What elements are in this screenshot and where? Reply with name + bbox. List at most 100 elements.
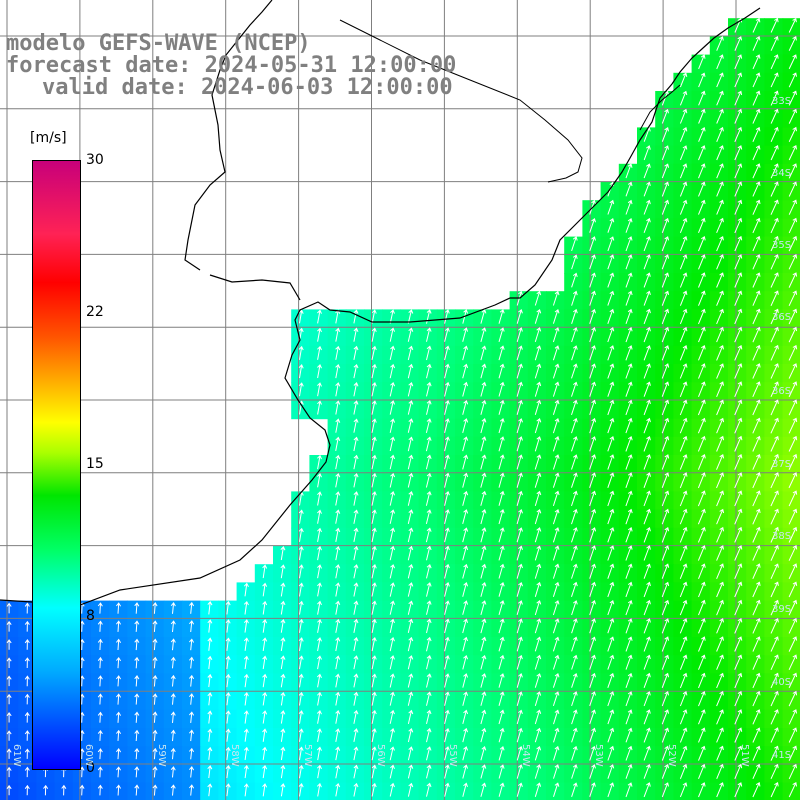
wind-arrow bbox=[661, 654, 670, 670]
wind-arrow bbox=[625, 709, 633, 725]
wind-arrow bbox=[462, 327, 469, 342]
wind-arrow bbox=[207, 637, 213, 651]
wind-arrow bbox=[552, 581, 560, 597]
wind-arrow bbox=[97, 602, 103, 614]
wind-arrow bbox=[498, 309, 505, 324]
wind-arrow bbox=[770, 508, 779, 525]
wind-arrow bbox=[607, 618, 615, 634]
wind-arrow bbox=[498, 381, 505, 397]
wind-arrow bbox=[207, 655, 213, 669]
wind-arrow bbox=[734, 326, 743, 343]
wind-arrow bbox=[407, 545, 414, 561]
wind-arrow bbox=[134, 729, 140, 742]
wind-arrow bbox=[426, 545, 432, 561]
wind-arrow bbox=[716, 235, 724, 252]
wind-arrow bbox=[716, 526, 725, 543]
wind-arrow bbox=[353, 491, 359, 506]
wind-arrow bbox=[607, 454, 615, 470]
wind-arrow bbox=[407, 582, 414, 597]
wind-arrow bbox=[407, 600, 414, 615]
wind-arrow bbox=[607, 782, 615, 798]
wind-arrow bbox=[335, 509, 341, 524]
wind-arrow bbox=[444, 527, 450, 543]
wind-arrow bbox=[407, 509, 414, 525]
wind-arrow bbox=[788, 126, 797, 143]
wind-arrow bbox=[734, 435, 743, 452]
wind-arrow bbox=[625, 363, 633, 379]
wind-arrow bbox=[788, 326, 798, 343]
wind-arrow bbox=[534, 363, 542, 379]
wind-arrow bbox=[225, 765, 231, 779]
wind-arrow bbox=[571, 636, 578, 652]
wind-arrow bbox=[480, 782, 487, 797]
wind-arrow bbox=[752, 254, 761, 270]
wind-arrow bbox=[698, 235, 706, 252]
wind-arrow bbox=[752, 563, 761, 580]
wind-arrow bbox=[170, 766, 176, 778]
wind-arrow bbox=[152, 638, 158, 651]
wind-arrow bbox=[716, 381, 724, 397]
wind-arrow bbox=[770, 709, 779, 725]
wind-arrow bbox=[498, 472, 505, 488]
wind-arrow bbox=[225, 783, 231, 797]
wind-arrow bbox=[752, 709, 761, 725]
wind-arrow bbox=[335, 691, 341, 706]
wind-arrow bbox=[371, 618, 377, 633]
wind-arrow bbox=[407, 400, 414, 415]
wind-arrow bbox=[679, 363, 688, 379]
wind-arrow bbox=[353, 527, 359, 542]
wind-arrow bbox=[407, 436, 414, 452]
wind-arrow bbox=[262, 637, 268, 651]
lon-label: 52W bbox=[666, 744, 677, 767]
wind-arrow bbox=[571, 600, 578, 616]
wind-arrow bbox=[24, 748, 30, 759]
wind-arrow bbox=[317, 382, 322, 397]
wind-arrow bbox=[752, 672, 761, 689]
wind-arrow bbox=[716, 727, 724, 743]
wind-arrow bbox=[516, 636, 523, 652]
wind-arrow bbox=[661, 381, 670, 397]
wind-arrow bbox=[335, 600, 341, 615]
wind-arrow bbox=[444, 636, 450, 652]
wind-arrow bbox=[426, 309, 432, 324]
wind-arrow bbox=[516, 673, 523, 688]
wind-arrow bbox=[661, 326, 670, 343]
wind-arrow bbox=[589, 399, 597, 416]
wind-arrow bbox=[716, 545, 724, 561]
wind-arrow bbox=[389, 400, 396, 415]
wind-arrow bbox=[353, 472, 359, 488]
lon-label: 56W bbox=[375, 744, 386, 767]
wind-arrow bbox=[679, 381, 688, 397]
wind-arrow bbox=[371, 472, 377, 488]
wind-arrow bbox=[552, 327, 560, 343]
wind-arrow bbox=[716, 563, 724, 579]
wind-arrow bbox=[426, 673, 432, 688]
wind-arrow bbox=[97, 784, 103, 796]
wind-arrow bbox=[752, 781, 761, 798]
wind-arrow bbox=[516, 581, 523, 597]
wind-arrow bbox=[170, 747, 176, 760]
wind-arrow bbox=[788, 782, 797, 798]
wind-arrow bbox=[425, 490, 432, 506]
wind-arrow bbox=[207, 692, 213, 706]
wind-arrow bbox=[353, 691, 359, 706]
wind-arrow bbox=[571, 363, 578, 379]
wind-arrow bbox=[371, 363, 377, 379]
wind-arrow bbox=[697, 490, 706, 507]
wind-arrow bbox=[298, 345, 304, 360]
wind-arrow bbox=[152, 656, 158, 669]
wind-arrow bbox=[643, 290, 651, 306]
wind-arrow bbox=[298, 728, 304, 742]
wind-arrow bbox=[643, 763, 651, 779]
wind-arrow bbox=[371, 327, 377, 342]
wind-arrow bbox=[298, 582, 304, 597]
wind-arrow bbox=[607, 435, 615, 452]
wind-arrow bbox=[516, 618, 523, 634]
wind-arrow bbox=[444, 655, 450, 670]
wind-arrow bbox=[734, 163, 743, 179]
wind-arrow bbox=[788, 672, 798, 689]
wind-arrow bbox=[389, 655, 395, 670]
wind-arrow bbox=[425, 527, 432, 543]
wind-arrow bbox=[116, 656, 122, 669]
wind-arrow bbox=[734, 181, 743, 197]
